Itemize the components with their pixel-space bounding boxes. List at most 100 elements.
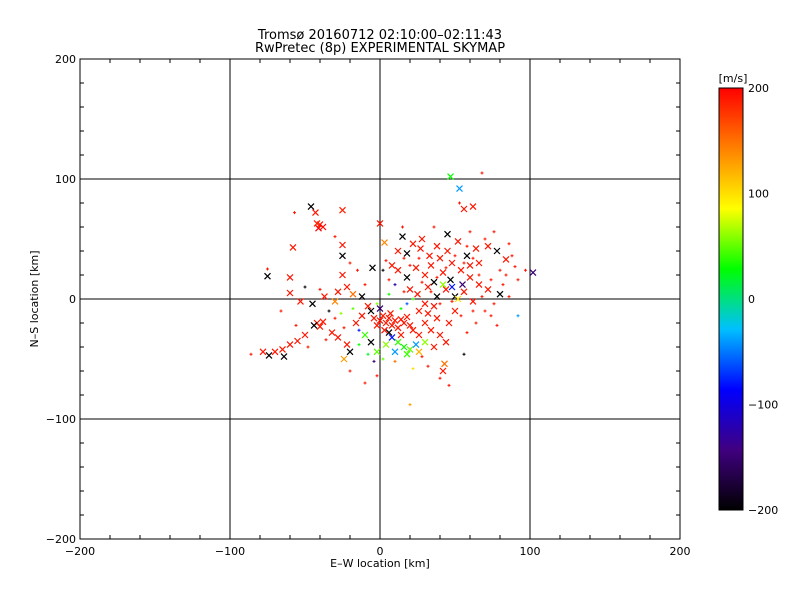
data-point-plus [453, 254, 457, 258]
data-point-x [418, 235, 426, 243]
data-point-plus [516, 314, 520, 318]
data-point-x [397, 331, 405, 339]
x-axis-label: E–W location [km] [330, 557, 430, 570]
data-point-plus [471, 256, 475, 260]
data-point-x [400, 343, 408, 351]
data-point-x [316, 323, 324, 331]
data-point-x [379, 312, 387, 320]
data-point-x [472, 245, 480, 253]
data-point-x [340, 355, 348, 363]
data-point-x [364, 302, 372, 310]
data-point-x [312, 209, 319, 217]
data-point-x [265, 351, 273, 359]
data-point-x [385, 314, 393, 322]
data-point-plus [507, 242, 511, 246]
data-point-x [388, 261, 396, 269]
data-point-plus [438, 302, 442, 306]
data-point-plus [510, 254, 514, 258]
data-point-plus [351, 307, 355, 311]
chart-title: Tromsø 20160712 02:10:00–02:11:43 [257, 28, 503, 43]
data-point-plus [498, 268, 502, 272]
data-point-plus [516, 278, 520, 282]
data-point-x [349, 290, 357, 298]
data-point-plus [294, 323, 298, 327]
y-tick-label: −100 [46, 413, 76, 426]
data-point-x [447, 173, 454, 181]
data-point-x [454, 295, 462, 303]
data-point-x [313, 219, 321, 227]
data-point-plus [366, 352, 370, 356]
data-point-plus [420, 355, 424, 359]
data-point-x [259, 348, 267, 356]
data-point-x [430, 343, 438, 351]
data-point-x [427, 326, 435, 334]
data-point-x [373, 321, 381, 329]
data-point-plus [324, 338, 328, 342]
data-point-x [352, 319, 360, 327]
data-point-x [403, 350, 411, 358]
data-point-plus [348, 261, 352, 265]
data-point-plus [444, 266, 448, 270]
data-point-x [286, 289, 294, 297]
x-tick-label: 0 [377, 545, 384, 558]
data-point-x [439, 281, 447, 289]
colorbar-tick-label: 0 [748, 293, 755, 306]
data-point-plus [303, 285, 307, 289]
data-point-plus [279, 309, 283, 313]
data-point-plus [492, 302, 496, 306]
data-point-x [457, 266, 465, 274]
data-point-x [387, 309, 394, 317]
data-point-x [421, 338, 429, 346]
data-point-plus [459, 314, 463, 318]
data-point-x [334, 333, 342, 341]
data-point-x [361, 331, 369, 339]
data-point-plus [474, 321, 478, 325]
data-point-x [339, 271, 346, 279]
data-point-x [448, 259, 456, 267]
data-point-x [466, 261, 474, 269]
data-point-x [280, 353, 288, 361]
data-point-x [459, 281, 466, 289]
colorbar-label: [m/s] [719, 72, 748, 85]
colorbar-tick-labels: 200 100 0 −100 −200 [748, 82, 778, 517]
data-point-x [433, 293, 441, 301]
data-point-x [496, 290, 504, 298]
data-point-x [394, 324, 402, 332]
data-point-x [415, 331, 423, 339]
data-point-x [343, 283, 351, 291]
data-point-plus [480, 295, 484, 299]
data-point-plus [375, 302, 379, 306]
data-point-x [460, 205, 468, 213]
data-point-x [415, 348, 423, 356]
data-point-x [484, 285, 492, 293]
data-point-plus [401, 225, 404, 229]
data-point-plus [471, 309, 475, 313]
data-point-x [409, 240, 417, 248]
data-point-x [433, 242, 441, 250]
data-point-x [376, 219, 384, 227]
data-point-x [502, 255, 510, 263]
data-point-x [321, 293, 328, 301]
data-point-x [475, 281, 483, 289]
chart-subtitle: RwPretec (8p) EXPERIMENTAL SKYMAP [254, 41, 506, 56]
data-point-plus [435, 275, 439, 279]
data-point-plus [408, 403, 412, 407]
data-point-x [309, 300, 316, 308]
data-point-plus [266, 267, 269, 271]
data-point-x [469, 203, 477, 211]
data-point-x [367, 307, 375, 315]
data-point-x [301, 331, 309, 339]
y-tick-label: 200 [55, 53, 76, 66]
data-point-x [328, 329, 336, 337]
data-point-x [403, 313, 411, 321]
data-point-x [433, 314, 441, 322]
data-point-x [391, 348, 399, 356]
data-point-plus [411, 367, 415, 371]
data-point-x [466, 273, 474, 281]
data-point-plus [318, 287, 322, 291]
grid-lines [80, 59, 680, 539]
data-point-x [319, 223, 327, 231]
data-point-x [307, 203, 315, 211]
